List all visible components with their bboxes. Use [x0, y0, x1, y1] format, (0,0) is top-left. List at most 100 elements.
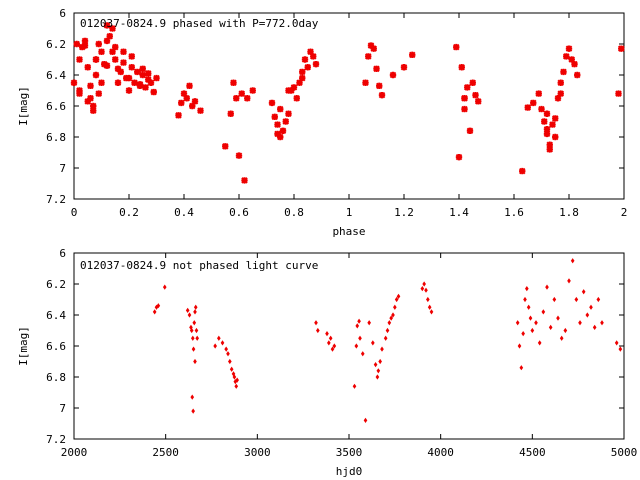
phased-ytick-label: 6.8: [46, 131, 66, 144]
phased-data-point: [279, 127, 287, 135]
raw-data-point: [521, 331, 525, 337]
phased-ytick-label: 6: [59, 7, 66, 20]
phased-data-point: [186, 82, 193, 90]
raw-data-point: [190, 394, 195, 400]
phased-data-point: [139, 65, 147, 73]
phased-data-point: [221, 143, 229, 150]
raw-plot: 2000 2500 3000 3500 4000 4500 5000 6 6.2 6.4 6.6 6.…: [17, 247, 637, 478]
raw-plot-title: 012037-0824.9 not phased light curve: [80, 259, 318, 272]
raw-data-point: [581, 289, 586, 295]
phased-data-point: [524, 104, 532, 111]
phased-data-point: [549, 121, 556, 128]
phased-data-point: [293, 94, 301, 102]
raw-ytick-label: 6.6: [46, 340, 66, 353]
raw-data-point: [574, 296, 579, 303]
raw-data-point: [327, 340, 331, 346]
raw-data-point: [567, 278, 571, 284]
phased-data-point: [106, 32, 114, 40]
raw-data-point: [389, 315, 393, 321]
phased-ytick-label: 6.4: [46, 69, 66, 82]
phased-data-point: [81, 42, 89, 49]
raw-data-point: [193, 304, 198, 310]
phased-ytick-label: 6.2: [46, 38, 66, 51]
phased-data-point: [73, 40, 81, 48]
raw-data-point: [332, 343, 337, 349]
raw-data-point: [152, 309, 157, 315]
phased-data-point: [389, 71, 397, 79]
phased-data-point: [565, 45, 573, 52]
phased-data-point: [276, 105, 284, 113]
raw-xtick-label: 4000: [427, 446, 454, 459]
raw-data-point: [190, 335, 195, 341]
raw-data-point: [363, 417, 368, 423]
raw-xtick-label: 4500: [519, 446, 546, 459]
raw-data-point: [589, 304, 593, 310]
phased-xtick-label: 0.4: [174, 206, 194, 219]
phased-data-point: [197, 107, 204, 114]
raw-data-point: [552, 296, 557, 303]
raw-data-point: [585, 312, 590, 318]
phased-data-point: [131, 79, 138, 87]
phased-data-point: [87, 94, 94, 102]
raw-plot-xlabel: hjd0: [336, 465, 363, 478]
phased-data-point: [139, 71, 147, 79]
phased-data-point: [274, 121, 281, 128]
raw-data-point: [355, 323, 360, 329]
raw-data-point: [193, 358, 197, 365]
raw-data-point: [191, 346, 196, 352]
raw-xtick-label: 3500: [336, 446, 363, 459]
raw-data-point: [537, 340, 542, 346]
raw-data-point: [385, 327, 390, 334]
phased-data-point: [125, 87, 133, 94]
phased-data-point: [538, 105, 545, 113]
raw-data-point: [422, 281, 426, 287]
raw-data-point: [189, 324, 193, 330]
raw-data-point: [185, 307, 190, 313]
raw-data-point: [559, 335, 564, 341]
raw-data-point: [376, 368, 381, 374]
phased-data-point: [95, 40, 103, 48]
phased-data-point: [474, 98, 482, 105]
phased-data-point: [543, 130, 551, 138]
raw-data-point: [525, 286, 529, 292]
raw-data-point: [578, 320, 582, 326]
phased-data-point: [249, 87, 257, 94]
raw-xtick-label: 2500: [152, 446, 179, 459]
raw-data-point: [189, 327, 194, 334]
phased-data-point: [144, 70, 152, 77]
raw-data-point: [515, 320, 520, 326]
phased-xtick-label: 1.8: [559, 206, 579, 219]
raw-data-point: [429, 309, 434, 315]
phased-data-point: [98, 79, 105, 87]
phased-data-point: [92, 71, 100, 79]
phased-data-point: [518, 167, 526, 175]
phased-data-point: [367, 42, 375, 49]
raw-plot-ylabel: I[mag]: [17, 326, 30, 366]
raw-data-point: [373, 362, 378, 368]
phased-data-point: [133, 68, 141, 76]
raw-plot-points: [152, 258, 623, 423]
raw-data-point: [424, 287, 428, 293]
phased-data-point: [180, 90, 188, 97]
raw-data-point: [394, 296, 399, 303]
phased-data-point: [238, 90, 246, 97]
phased-data-point: [125, 74, 133, 82]
phased-data-point: [276, 133, 284, 141]
raw-data-point: [383, 335, 388, 341]
phased-data-point: [617, 45, 625, 52]
raw-data-point: [220, 340, 225, 346]
phased-data-point: [142, 84, 149, 91]
raw-data-point: [378, 358, 382, 365]
phased-data-point: [144, 76, 152, 83]
phased-plot-ticks: 0 0.2 0.4 0.6 0.8 1 1.2 1.4 1.6 1.8 2 6 6.2 6.4 6.6 6.8…: [46, 7, 627, 219]
raw-data-point: [316, 327, 320, 334]
phased-data-point: [120, 48, 127, 56]
raw-data-point: [534, 320, 538, 326]
phased-data-point: [461, 105, 468, 113]
raw-data-point: [375, 374, 380, 380]
phased-data-point: [557, 79, 565, 87]
phased-data-point: [114, 65, 122, 73]
phased-data-point: [540, 118, 548, 125]
phased-xtick-label: 0.6: [229, 206, 249, 219]
phased-data-point: [120, 59, 127, 66]
